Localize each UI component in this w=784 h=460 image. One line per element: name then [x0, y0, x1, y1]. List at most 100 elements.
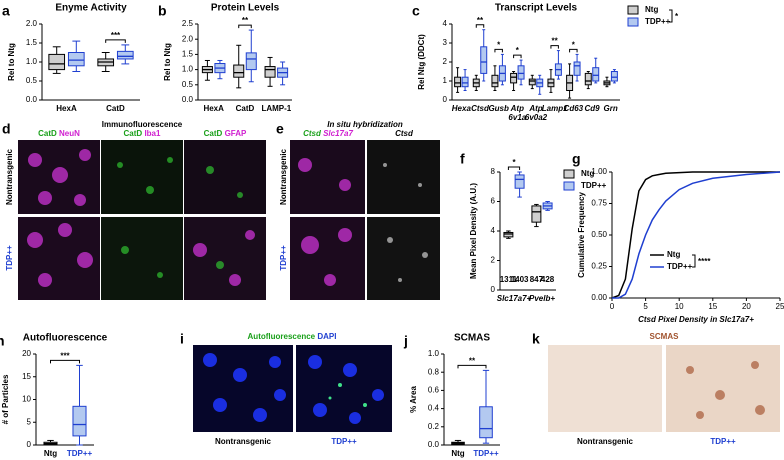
x-tick-label: 25	[776, 302, 784, 311]
box	[510, 72, 518, 84]
particles	[328, 383, 367, 407]
n-label: 1403	[511, 275, 529, 284]
chart-title: Transcript Levels	[495, 3, 578, 14]
significance-label: **	[552, 37, 559, 46]
x-tick-label: HexA	[56, 104, 77, 113]
column-header: CatD GFAP	[204, 129, 247, 138]
chart-title: Enyme Activity	[55, 3, 127, 14]
y-tick-label: 0.0	[26, 95, 38, 104]
box	[454, 76, 462, 88]
y-tick-label: 2.0	[182, 34, 194, 43]
significance-bracket	[513, 54, 522, 59]
y-tick-label: 1.5	[26, 38, 38, 47]
panel-d: d Immunofluorescence CatD NeuN CatD Iba1…	[2, 120, 266, 300]
legend-label: Ntg	[581, 169, 594, 178]
box	[503, 231, 514, 238]
y-tick-label: 1.0	[26, 57, 38, 66]
y-tick-label: 8	[491, 167, 496, 176]
row-label: TDP++	[279, 245, 288, 271]
micrograph	[184, 217, 266, 300]
image-title: Immunofluorescence	[102, 120, 183, 129]
y-tick-label: 0.2	[428, 422, 440, 431]
y-tick-label: 3	[443, 38, 448, 47]
micrograph	[101, 140, 183, 214]
x-tick-label: 10	[675, 302, 684, 311]
panel-k: k SCMAS Nontransgenic TDP++	[532, 331, 780, 446]
y-tick-label: 0.25	[591, 262, 607, 271]
significance-label: **	[477, 16, 484, 25]
y-tick-label: 0.50	[591, 230, 607, 239]
panel-letter: h	[0, 333, 5, 349]
panel-i: i Autofluorescence DAPI Nontransgenic TD…	[180, 331, 392, 446]
box	[480, 46, 488, 74]
legend-swatch	[627, 5, 639, 15]
y-tick-label: 1.0	[428, 349, 440, 358]
label-line: 6v0a2	[525, 113, 548, 122]
significance-bracket	[550, 45, 559, 49]
box	[610, 71, 618, 82]
x-tick-label: CatD	[106, 104, 125, 113]
image-header: SCMAS	[650, 332, 680, 341]
panel-e: e In situ hybridization Ctsd Slc17a7 Cts…	[276, 120, 440, 300]
y-tick-label: 0	[27, 440, 32, 449]
label-line: 6v1a	[508, 113, 526, 122]
micrograph	[367, 140, 440, 214]
micrograph	[290, 140, 365, 214]
n-label: 428	[541, 275, 555, 284]
y-tick-label: 2.0	[26, 19, 38, 28]
y-tick-label: 2.5	[182, 19, 194, 28]
y-tick-label: 15	[22, 372, 31, 381]
x-tick-label: 15	[708, 302, 717, 311]
box	[491, 74, 499, 88]
column-header: CatD NeuN	[38, 129, 80, 138]
legend-swatch	[627, 17, 639, 27]
y-tick-label: 4	[443, 19, 448, 28]
x-tick-label: LAMP-1	[261, 104, 291, 113]
y-axis-label: Mean Pixel Density (A.U.)	[469, 183, 478, 279]
y-tick-label: 1.0	[182, 65, 194, 74]
chart-title: SCMAS	[454, 333, 490, 344]
x-tick-label: Cd9	[584, 104, 600, 113]
y-axis-label: Cumulative Frequency	[577, 192, 586, 278]
significance-bracket	[569, 48, 578, 53]
y-tick-label: 0.5	[26, 76, 38, 85]
y-tick-label: 2	[443, 57, 448, 66]
cells	[117, 157, 243, 278]
image-label: Nontransgenic	[577, 437, 634, 446]
x-tick-label: Ntg	[44, 449, 57, 458]
image-title: In situ hybridization	[327, 120, 403, 129]
label-line: Atp	[510, 104, 524, 113]
y-tick-label: 1.00	[591, 167, 607, 176]
micrograph	[184, 140, 266, 214]
panel-letter: g	[572, 151, 581, 167]
image-label: TDP++	[331, 437, 357, 446]
x-tick-label: Atp 6v0a2	[525, 104, 548, 122]
box	[48, 53, 66, 71]
y-axis-label: # of Particles	[1, 374, 10, 424]
micrograph	[101, 217, 183, 300]
legend-swatch	[563, 169, 575, 179]
significance-bracket	[507, 166, 521, 170]
y-axis-label: % Area	[409, 386, 418, 413]
panel-letter: c	[412, 3, 420, 19]
micrograph	[548, 345, 662, 432]
y-axis-label: Rel to Ntg	[163, 43, 172, 81]
y-axis-label: Rel Ntg (DDCt)	[417, 34, 426, 90]
y-tick-label: 0	[491, 285, 496, 294]
y-tick-label: 1	[443, 76, 448, 85]
label-line: Atp	[528, 104, 542, 113]
box	[116, 50, 134, 60]
y-tick-label: 6	[491, 197, 496, 206]
x-tick-label: CatD	[236, 104, 255, 113]
y-tick-label: 0.4	[428, 404, 440, 413]
x-tick-label: TDP++	[67, 449, 93, 458]
x-tick-label: Hexa	[452, 104, 472, 113]
significance-bracket	[669, 9, 673, 23]
y-tick-label: 0.00	[591, 293, 607, 302]
probe: Slc17a7	[323, 129, 353, 138]
box	[584, 72, 592, 86]
y-tick-label: 0	[443, 95, 448, 104]
significance-bracket	[475, 24, 485, 28]
series-line	[612, 171, 781, 299]
image-label: Nontransgenic	[215, 437, 272, 446]
